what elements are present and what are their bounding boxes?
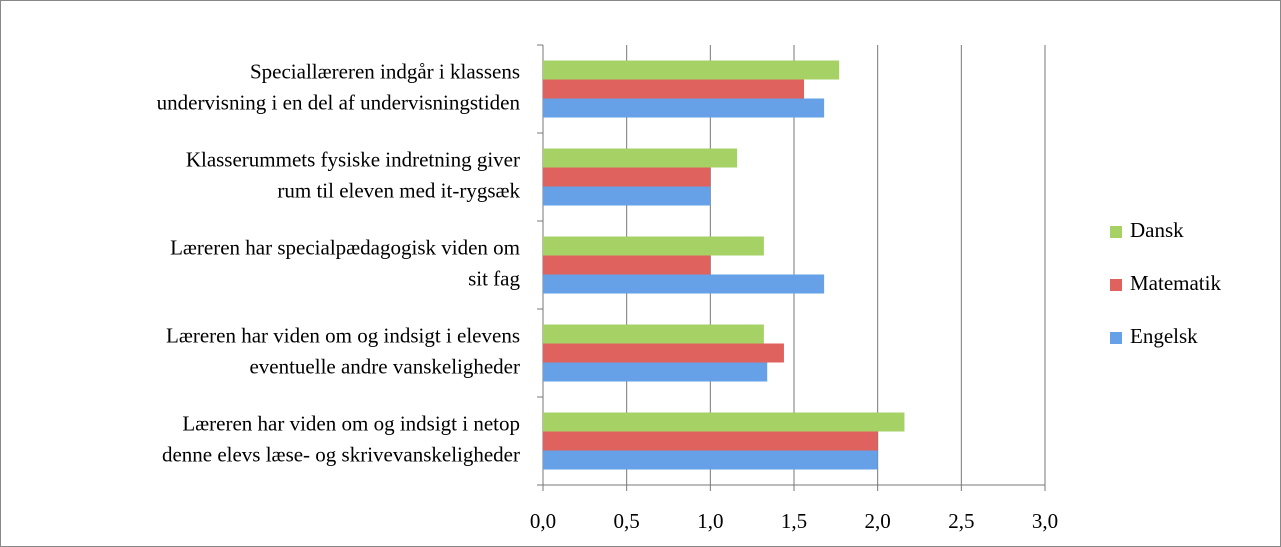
bar bbox=[543, 236, 764, 256]
y-tick-label: denne elevs læse- og skrivevanskelighede… bbox=[162, 442, 520, 466]
bar bbox=[543, 362, 768, 382]
x-tick-label: 3,0 bbox=[1032, 509, 1058, 533]
bar bbox=[543, 148, 738, 168]
bar bbox=[543, 79, 805, 99]
y-tick-label: Speciallæreren indgår i klassens bbox=[250, 59, 520, 83]
y-tick-label: Læreren har specialpædagogisk viden om bbox=[170, 235, 520, 259]
bar bbox=[543, 255, 711, 275]
y-tick-label: Læreren har viden om og indsigt i eleven… bbox=[166, 323, 520, 347]
y-tick-label: eventuelle andre vanskeligheder bbox=[249, 354, 520, 378]
y-tick-label: Læreren har viden om og indsigt i netop bbox=[182, 411, 520, 435]
x-tick-label: 0,0 bbox=[530, 509, 556, 533]
y-tick-label: rum til eleven med it-rygsæk bbox=[277, 178, 520, 202]
x-tick-label: 1,0 bbox=[697, 509, 723, 533]
bar bbox=[543, 60, 840, 80]
legend-swatch bbox=[1110, 332, 1122, 344]
bar bbox=[543, 167, 711, 187]
x-tick-label: 2,5 bbox=[948, 509, 974, 533]
y-tick-label: sit fag bbox=[468, 266, 520, 290]
x-tick-label: 1,5 bbox=[781, 509, 807, 533]
legend-label: Engelsk bbox=[1130, 324, 1198, 348]
legend-swatch bbox=[1110, 226, 1122, 238]
bar bbox=[543, 450, 878, 470]
legend-label: Matematik bbox=[1130, 271, 1221, 295]
x-tick-label: 2,0 bbox=[865, 509, 891, 533]
bar bbox=[543, 186, 711, 206]
y-tick-label: Klasserummets fysiske indretning giver bbox=[186, 147, 520, 171]
legend-label: Dansk bbox=[1130, 218, 1184, 242]
bar bbox=[543, 98, 825, 118]
x-tick-label: 0,5 bbox=[614, 509, 640, 533]
bar bbox=[543, 412, 905, 432]
bar bbox=[543, 324, 764, 344]
legend-swatch bbox=[1110, 279, 1122, 291]
bar bbox=[543, 431, 878, 451]
y-tick-label: undervisning i en del af undervisningsti… bbox=[157, 90, 521, 114]
bar bbox=[543, 274, 825, 294]
bar bbox=[543, 343, 784, 363]
